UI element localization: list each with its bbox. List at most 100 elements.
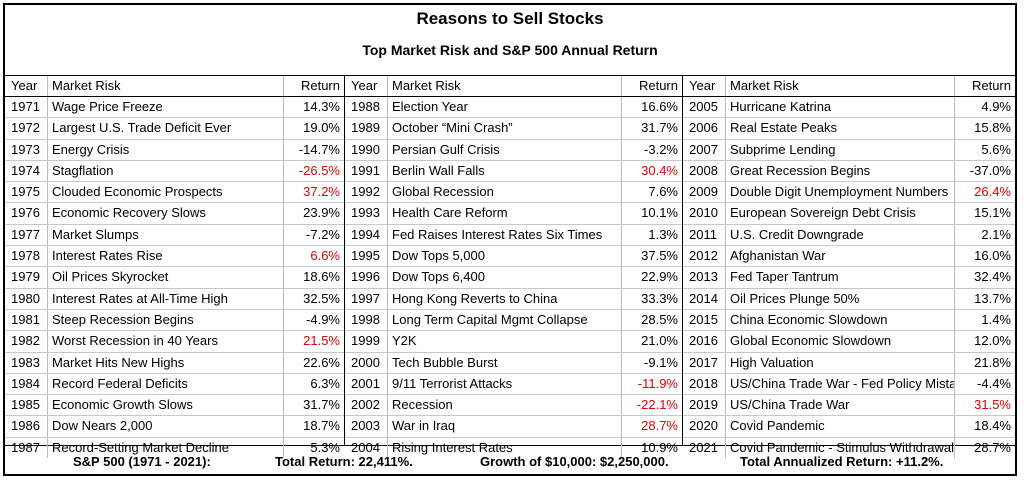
return-cell: -22.1% (621, 395, 678, 416)
year-cell: 2015 (689, 311, 718, 327)
year-cell: 2018 (689, 375, 718, 391)
return-cell: 1.4% (954, 309, 1011, 331)
year-cell: 1980 (11, 290, 40, 306)
return-cell: 33.3% (621, 288, 678, 309)
year-cell: 2002 (351, 397, 380, 413)
table-row: 2001 9/11 Terrorist Attacks -11.9% (345, 373, 682, 396)
market-risk-cell: 9/11 Terrorist Attacks (387, 373, 622, 395)
return-cell: 13.7% (954, 288, 1011, 309)
table-row: 2000 Tech Bubble Burst -9.1% (345, 352, 682, 374)
market-risk-cell: War in Iraq (387, 416, 622, 437)
year-cell: 1990 (351, 141, 380, 157)
year-cell: 2017 (689, 354, 718, 370)
year-cell: 2014 (689, 290, 718, 306)
table-row: 2006 Real Estate Peaks 15.8% (683, 118, 1015, 140)
market-risk-cell: Dow Nears 2,000 (47, 416, 284, 437)
footer-growth: Growth of $10,000: $2,250,000. (480, 454, 669, 469)
market-risk-cell: Energy Crisis (47, 139, 284, 160)
table-row: 1990 Persian Gulf Crisis -3.2% (345, 139, 682, 161)
table-row: 2005 Hurricane Katrina 4.9% (683, 97, 1015, 119)
market-risk-cell: Subprime Lending (725, 139, 955, 160)
return-cell: 22.6% (283, 352, 340, 373)
market-risk-cell: Covid Pandemic - Stimulus Withdrawal (725, 437, 955, 459)
return-cell: -14.7% (283, 139, 340, 160)
return-cell: -3.2% (621, 139, 678, 160)
table-row: 1991 Berlin Wall Falls 30.4% (345, 160, 682, 183)
table-header-row: Year Market Risk Return (5, 76, 344, 97)
year-cell: 2000 (351, 354, 380, 370)
return-cell: 6.3% (283, 373, 340, 395)
market-risk-cell: Global Recession (387, 182, 622, 203)
market-risk-cell: Health Care Reform (387, 203, 622, 224)
market-risk-cell: Worst Recession in 40 Years (47, 331, 284, 352)
table-column-3: Year Market Risk Return 2005 Hurricane Katri… (682, 75, 1015, 459)
market-risk-cell: Interest Rates Rise (47, 246, 284, 267)
table-row: 1992 Global Recession 7.6% (345, 182, 682, 204)
header-year: Year (689, 78, 716, 93)
return-cell: 31.5% (954, 395, 1011, 416)
market-risk-cell: Hong Kong Reverts to China (387, 288, 622, 309)
table-row: 1999 Y2K 21.0% (345, 331, 682, 353)
year-cell: 1977 (11, 226, 40, 242)
return-cell: 22.9% (621, 267, 678, 288)
table-row: 2013 Fed Taper Tantrum 32.4% (683, 267, 1015, 289)
table-row: 2009 Double Digit Unemployment Numbers 26.… (683, 182, 1015, 204)
table-row: 1998 Long Term Capital Mgmt Collapse 28.5% (345, 309, 682, 332)
market-risk-cell: Election Year (387, 97, 622, 118)
table-row: 2002 Recession -22.1% (345, 395, 682, 417)
header-year: Year (351, 78, 378, 93)
market-risk-cell: Oil Prices Plunge 50% (725, 288, 955, 309)
year-cell: 2013 (689, 269, 718, 285)
footer-annualized: Total Annualized Return: +11.2%. (740, 454, 944, 469)
table-row: 1985 Economic Growth Slows 31.7% (5, 395, 344, 417)
return-cell: 14.3% (283, 97, 340, 118)
return-cell: -11.9% (621, 373, 678, 395)
market-risk-cell: Fed Raises Interest Rates Six Times (387, 224, 622, 246)
year-cell: 2008 (689, 162, 718, 178)
year-cell: 1999 (351, 333, 380, 349)
return-cell: 5.3% (283, 437, 340, 459)
table-row: 1980 Interest Rates at All-Time High 32.5% (5, 288, 344, 310)
return-cell: 37.2% (283, 182, 340, 203)
return-cell: 32.5% (283, 288, 340, 309)
market-risk-cell: Interest Rates at All-Time High (47, 288, 284, 309)
table-row: 2011 U.S. Credit Downgrade 2.1% (683, 224, 1015, 247)
table-row: 1982 Worst Recession in 40 Years 21.5% (5, 331, 344, 353)
table-row: 1988 Election Year 16.6% (345, 97, 682, 119)
market-risk-cell: Covid Pandemic (725, 416, 955, 437)
year-cell: 2021 (689, 439, 718, 455)
return-cell: 31.7% (283, 395, 340, 416)
table-row: 2010 European Sovereign Debt Crisis 15.1% (683, 203, 1015, 225)
return-cell: 28.7% (954, 437, 1011, 459)
table-row: 1975 Clouded Economic Prospects 37.2% (5, 182, 344, 204)
return-cell: 10.9% (621, 437, 678, 459)
table-row: 1972 Largest U.S. Trade Deficit Ever 19.0% (5, 118, 344, 140)
return-cell: 4.9% (954, 97, 1011, 118)
market-risk-cell: US/China Trade War (725, 395, 955, 416)
return-cell: 5.6% (954, 139, 1011, 160)
market-risk-cell: Economic Growth Slows (47, 395, 284, 416)
market-risk-cell: Berlin Wall Falls (387, 160, 622, 182)
footer-total-return: Total Return: 22,411%. (275, 454, 413, 469)
table-row: 1995 Dow Tops 5,000 37.5% (345, 246, 682, 268)
return-cell: 10.1% (621, 203, 678, 224)
table-row: 2018 US/China Trade War - Fed Policy Mist… (683, 373, 1015, 396)
return-cell: 31.7% (621, 118, 678, 139)
market-risk-cell: Largest U.S. Trade Deficit Ever (47, 118, 284, 139)
market-risk-cell: U.S. Credit Downgrade (725, 224, 955, 246)
market-risk-cell: Hurricane Katrina (725, 97, 955, 118)
year-cell: 1988 (351, 99, 380, 114)
year-cell: 1998 (351, 311, 380, 327)
header-return: Return (954, 76, 1011, 96)
table-row: 2008 Great Recession Begins -37.0% (683, 160, 1015, 183)
market-risk-cell: US/China Trade War - Fed Policy Mistake (725, 373, 955, 395)
market-risk-cell: Dow Tops 5,000 (387, 246, 622, 267)
header-return: Return (283, 76, 340, 96)
footer-period: S&P 500 (1971 - 2021): (73, 454, 211, 469)
return-cell: 32.4% (954, 267, 1011, 288)
year-cell: 2005 (689, 99, 718, 114)
header-market-risk: Market Risk (387, 76, 622, 96)
table-row: 1973 Energy Crisis -14.7% (5, 139, 344, 161)
market-risk-cell: Record-Setting Market Decline (47, 437, 284, 459)
table-row: 2020 Covid Pandemic 18.4% (683, 416, 1015, 438)
